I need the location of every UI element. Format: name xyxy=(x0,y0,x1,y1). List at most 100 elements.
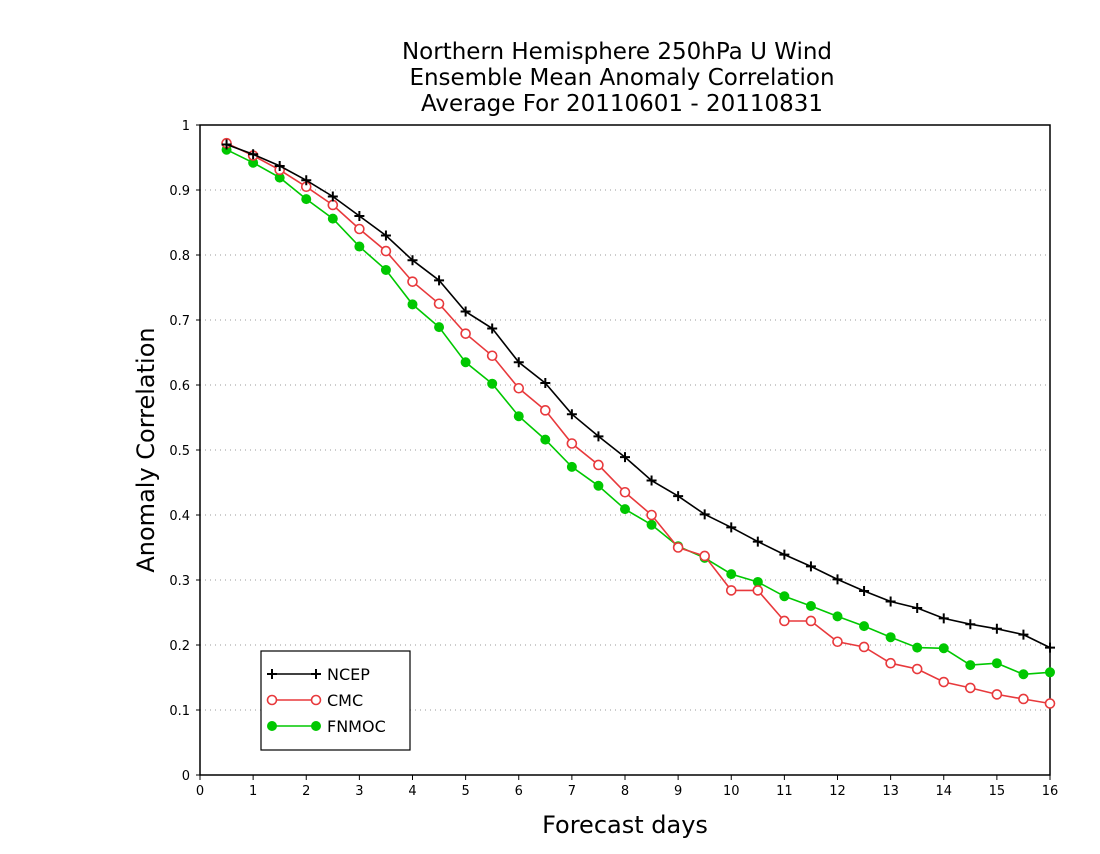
data-point-cmc xyxy=(965,682,976,694)
x-tick-label: 4 xyxy=(408,784,416,799)
data-point-cmc xyxy=(699,550,710,562)
data-point-cmc xyxy=(911,663,923,675)
y-axis: 0 0.1 0.2 0.3 0.4 0.5 0.6 0.7 0.8 0.9 1 xyxy=(169,119,200,784)
data-point-ncep xyxy=(885,596,896,607)
legend-marker-ncep xyxy=(311,669,321,679)
series-fnmoc xyxy=(221,144,1055,680)
y-tick-label: 0.3 xyxy=(169,574,190,589)
x-tick-label: 3 xyxy=(355,784,363,799)
legend-marker-fnmoc xyxy=(267,721,277,731)
series-line-ncep xyxy=(226,143,1051,649)
data-point-cmc xyxy=(513,382,525,394)
x-tick-label: 16 xyxy=(1042,784,1059,799)
data-point-ncep xyxy=(593,431,604,442)
y-tick-label: 0.2 xyxy=(169,639,190,654)
data-point-fnmoc xyxy=(965,660,976,671)
data-point-ncep xyxy=(726,522,737,533)
data-point-fnmoc xyxy=(460,357,471,368)
data-point-fnmoc xyxy=(566,461,577,472)
data-point-fnmoc xyxy=(1018,669,1029,680)
x-tick-label: 13 xyxy=(882,784,899,799)
data-point-cmc xyxy=(619,486,631,498)
data-point-cmc xyxy=(1044,698,1056,709)
data-point-ncep xyxy=(646,475,657,486)
x-tick-label: 10 xyxy=(723,784,740,799)
data-point-ncep xyxy=(912,602,923,613)
y-tick-label: 0.7 xyxy=(169,314,190,329)
x-tick-label: 14 xyxy=(935,784,952,799)
legend-marker-cmc xyxy=(310,694,322,706)
y-tick-label: 0.5 xyxy=(169,444,190,459)
data-point-fnmoc xyxy=(434,322,445,333)
x-tick-label: 7 xyxy=(568,784,576,799)
legend-marker-ncep xyxy=(267,669,277,679)
data-point-fnmoc xyxy=(885,632,896,643)
y-tick-label: 0 xyxy=(182,769,190,784)
data-point-ncep xyxy=(327,191,338,202)
x-tick-label: 2 xyxy=(302,784,310,799)
y-axis-title: Anomaly Correlation xyxy=(132,327,160,572)
y-tick-label: 0.9 xyxy=(169,184,190,199)
data-point-cmc xyxy=(885,657,896,669)
data-point-fnmoc xyxy=(301,194,312,205)
series-line-cmc xyxy=(226,142,1051,705)
data-point-ncep xyxy=(540,378,551,389)
data-point-fnmoc xyxy=(779,591,790,602)
legend-label-cmc: CMC xyxy=(327,691,363,710)
data-point-cmc xyxy=(460,328,471,339)
data-point-cmc xyxy=(991,689,1003,700)
data-point-fnmoc xyxy=(991,658,1002,669)
data-point-ncep xyxy=(938,613,949,624)
data-point-ncep xyxy=(221,139,232,150)
data-point-ncep xyxy=(248,149,259,160)
data-point-ncep xyxy=(752,536,763,547)
data-point-ncep xyxy=(407,255,418,266)
data-point-cmc xyxy=(540,405,551,416)
data-point-fnmoc xyxy=(354,241,365,252)
data-point-cmc xyxy=(327,199,339,211)
legend-item-fnmoc: FNMOC xyxy=(267,717,386,736)
series-line-fnmoc xyxy=(226,148,1051,676)
data-point-ncep xyxy=(779,549,790,560)
legend-marker-cmc xyxy=(266,694,278,706)
data-point-cmc xyxy=(433,298,445,310)
x-axis: 0 1 2 3 4 5 6 7 8 9 10 11 12 13 14 15 16 xyxy=(196,775,1058,799)
data-point-cmc xyxy=(752,585,764,596)
data-point-fnmoc xyxy=(1045,667,1055,678)
title-line-3: Average For 20110601 - 20110831 xyxy=(421,91,823,117)
legend-label-fnmoc: FNMOC xyxy=(327,717,386,736)
title-line-2: Ensemble Mean Anomaly Correlation xyxy=(409,65,834,91)
data-point-cmc xyxy=(1018,693,1029,705)
y-tick-label: 0.6 xyxy=(169,379,190,394)
data-point-fnmoc xyxy=(726,569,737,580)
chart-title: Northern Hemisphere 250hPa U WindEnsembl… xyxy=(402,39,835,117)
data-point-fnmoc xyxy=(646,519,657,530)
title-line-1: Northern Hemisphere 250hPa U Wind xyxy=(402,39,832,65)
data-point-ncep xyxy=(620,452,630,463)
data-point-ncep xyxy=(301,175,312,186)
data-point-ncep xyxy=(487,323,498,334)
data-point-fnmoc xyxy=(859,621,870,632)
data-point-fnmoc xyxy=(540,434,551,445)
y-tick-label: 0.4 xyxy=(169,509,190,524)
series-lines xyxy=(221,137,1056,709)
grid-lines xyxy=(200,189,1050,711)
x-tick-label: 1 xyxy=(249,784,257,799)
data-point-cmc xyxy=(566,438,578,449)
legend-label-ncep: NCEP xyxy=(327,665,370,684)
data-point-ncep xyxy=(805,561,816,572)
x-tick-label: 6 xyxy=(515,784,523,799)
data-point-ncep xyxy=(434,275,445,286)
data-point-cmc xyxy=(380,245,392,257)
x-axis-title: Forecast days xyxy=(542,811,708,839)
data-point-ncep xyxy=(965,619,976,630)
data-point-fnmoc xyxy=(487,378,498,389)
y-tick-label: 0.8 xyxy=(169,249,190,264)
data-point-cmc xyxy=(805,615,817,627)
data-point-cmc xyxy=(938,676,950,688)
data-point-fnmoc xyxy=(513,411,524,422)
x-tick-label: 11 xyxy=(776,784,793,799)
series-cmc xyxy=(221,137,1056,709)
x-tick-label: 9 xyxy=(674,784,682,799)
